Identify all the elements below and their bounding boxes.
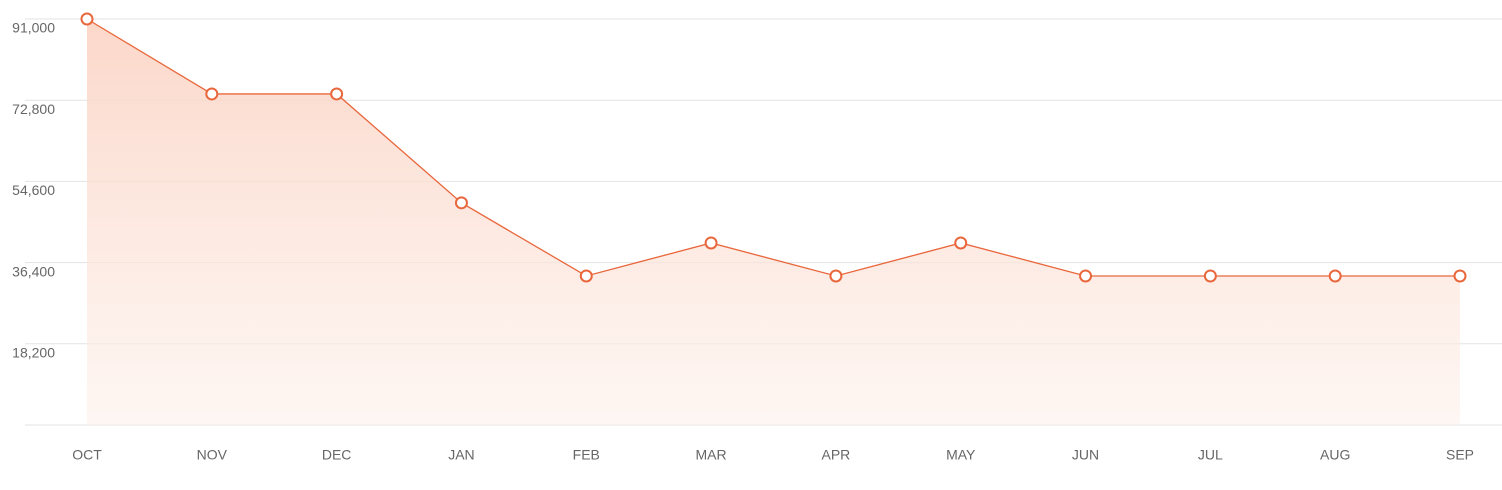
x-tick-label: MAY xyxy=(946,447,976,463)
y-tick-label: 91,000 xyxy=(12,20,55,36)
x-tick-label: OCT xyxy=(72,447,102,463)
point-marker xyxy=(829,269,843,283)
point-marker xyxy=(330,87,344,101)
x-tick-label: APR xyxy=(822,447,851,463)
x-tick-label: SEP xyxy=(1446,447,1474,463)
y-tick-label: 72,800 xyxy=(12,101,55,117)
x-tick-label: NOV xyxy=(197,447,228,463)
point-marker xyxy=(1079,269,1093,283)
y-tick-label: 54,600 xyxy=(12,182,55,198)
area xyxy=(87,19,1460,425)
line xyxy=(86,18,1460,277)
point-marker xyxy=(454,196,468,210)
point-marker xyxy=(954,236,968,250)
x-tick-label: DEC xyxy=(322,447,352,463)
x-tick-label: JUN xyxy=(1072,447,1099,463)
x-tick-label: AUG xyxy=(1320,447,1350,463)
point-marker xyxy=(1453,269,1467,283)
point-marker xyxy=(80,12,94,26)
y-tick-label: 36,400 xyxy=(12,263,55,279)
point-marker xyxy=(1203,269,1217,283)
y-tick-label: 18,200 xyxy=(12,345,55,361)
x-tick-label: MAR xyxy=(696,447,727,463)
x-tick-label: FEB xyxy=(573,447,600,463)
point-marker xyxy=(1328,269,1342,283)
x-tick-label: JUL xyxy=(1198,447,1223,463)
x-tick-label: JAN xyxy=(448,447,474,463)
point-marker xyxy=(205,87,219,101)
point-marker xyxy=(579,269,593,283)
point-marker xyxy=(704,236,718,250)
